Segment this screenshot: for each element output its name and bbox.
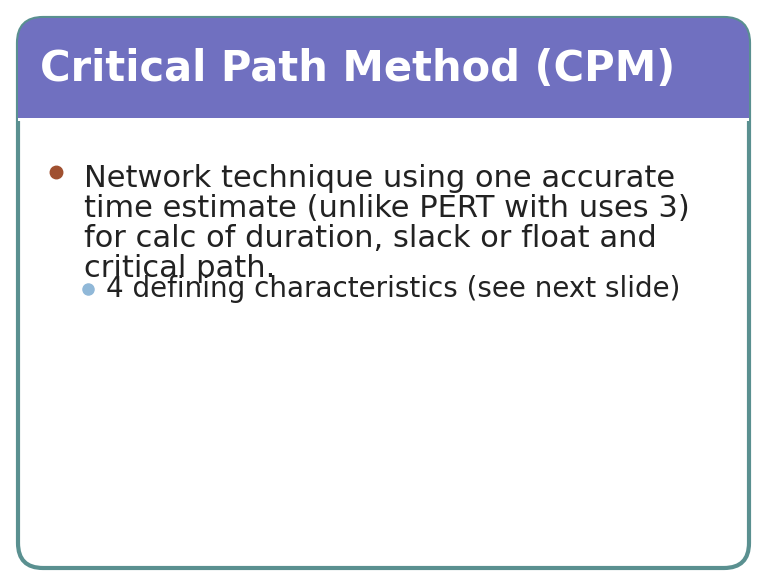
Text: for calc of duration, slack or float and: for calc of duration, slack or float and — [84, 224, 657, 253]
Text: critical path.: critical path. — [84, 254, 275, 283]
Text: 4 defining characteristics (see next slide): 4 defining characteristics (see next sli… — [106, 275, 680, 303]
Bar — [18, 118, 749, 121]
Text: Critical Path Method (CPM): Critical Path Method (CPM) — [40, 48, 675, 90]
FancyBboxPatch shape — [18, 18, 749, 120]
FancyBboxPatch shape — [18, 18, 749, 568]
Text: Network technique using one accurate: Network technique using one accurate — [84, 164, 675, 193]
Bar — [18, 93, 749, 120]
Text: time estimate (unlike PERT with uses 3): time estimate (unlike PERT with uses 3) — [84, 194, 690, 223]
